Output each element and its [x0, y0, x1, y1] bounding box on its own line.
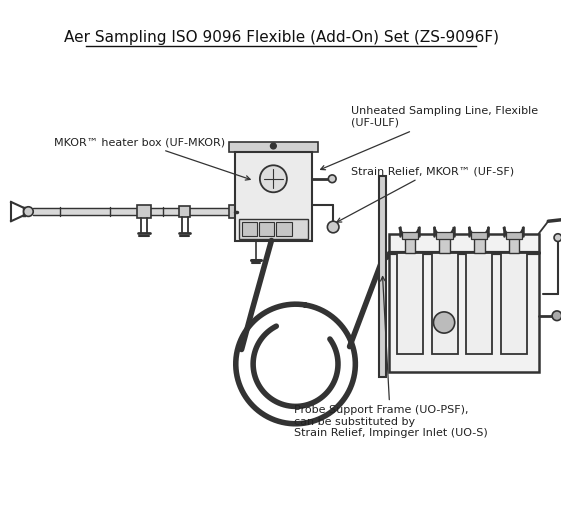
- Bar: [238, 219, 308, 239]
- Circle shape: [327, 221, 339, 233]
- Text: Probe Support Frame (UO-PSF),
can be substituted by
Strain Relief, Impinger Inle: Probe Support Frame (UO-PSF), can be sub…: [293, 276, 487, 438]
- Circle shape: [328, 175, 336, 183]
- Bar: [259, 222, 274, 236]
- Circle shape: [566, 215, 574, 223]
- Bar: [402, 232, 418, 239]
- Circle shape: [260, 165, 287, 192]
- Circle shape: [552, 311, 562, 321]
- Bar: [471, 232, 488, 239]
- Bar: [474, 236, 485, 253]
- Bar: [509, 236, 519, 253]
- Bar: [432, 253, 458, 354]
- Bar: [436, 232, 453, 239]
- Text: MKOR™ heater box (UF-MKOR): MKOR™ heater box (UF-MKOR): [55, 137, 250, 180]
- Bar: [276, 222, 292, 236]
- Text: Aer Sampling ISO 9096 Flexible (Add-On) Set (ZS-9096F): Aer Sampling ISO 9096 Flexible (Add-On) …: [64, 31, 499, 45]
- Bar: [229, 205, 237, 218]
- Circle shape: [554, 234, 562, 241]
- Bar: [179, 206, 190, 217]
- Bar: [506, 232, 522, 239]
- Text: Strain Relief, MKOR™ (UF-SF): Strain Relief, MKOR™ (UF-SF): [337, 166, 514, 222]
- Text: Unheated Sampling Line, Flexible
(UF-ULF): Unheated Sampling Line, Flexible (UF-ULF…: [321, 106, 538, 169]
- Circle shape: [270, 143, 276, 149]
- Bar: [397, 253, 423, 354]
- Bar: [235, 152, 312, 241]
- Bar: [439, 236, 450, 253]
- Bar: [389, 234, 539, 372]
- Circle shape: [24, 207, 33, 216]
- Bar: [501, 253, 527, 354]
- Circle shape: [433, 312, 455, 333]
- Bar: [379, 176, 386, 377]
- Bar: [137, 205, 151, 218]
- Bar: [404, 236, 415, 253]
- Bar: [466, 253, 492, 354]
- Bar: [229, 142, 318, 152]
- Bar: [241, 222, 257, 236]
